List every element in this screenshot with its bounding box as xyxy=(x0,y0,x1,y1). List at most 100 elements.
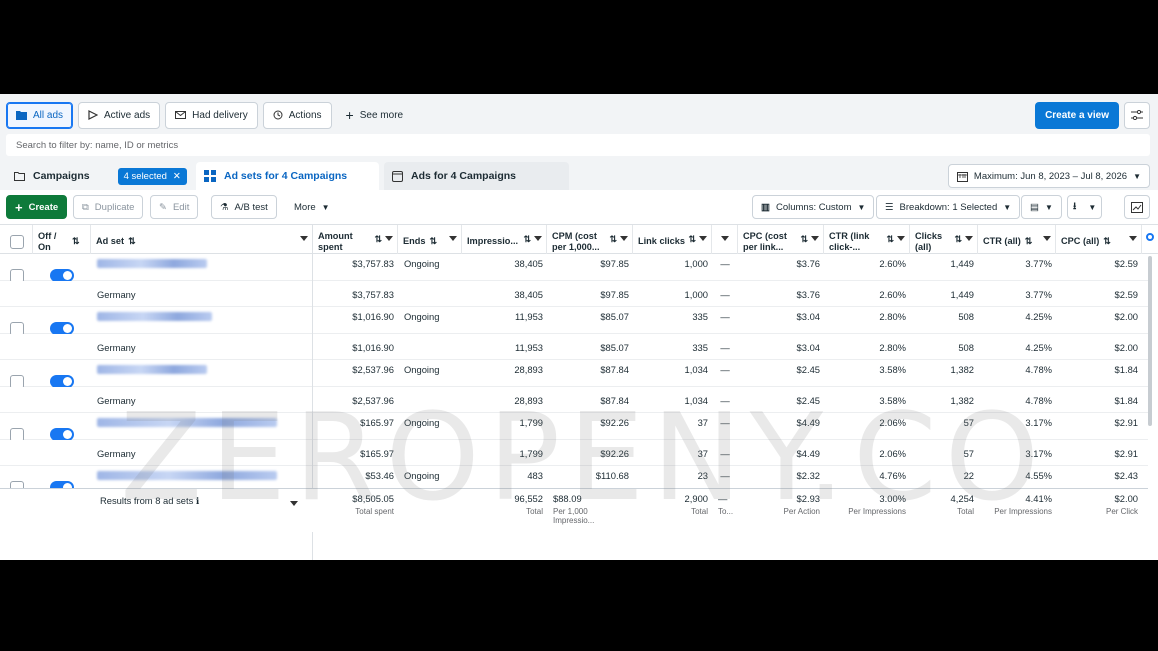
col-amount-spent-label: Amount spent xyxy=(318,230,353,252)
search-input[interactable]: Search to filter by: name, ID or metrics xyxy=(6,134,1150,156)
create-button[interactable]: + Create xyxy=(6,195,68,219)
redacted-adset-name[interactable] xyxy=(97,311,212,321)
col-cpc-all[interactable]: CPC (all) ⇅ xyxy=(1056,225,1142,254)
col-amount-spent[interactable]: Amount spent ⇅ xyxy=(313,225,398,254)
plus-icon: + xyxy=(345,107,354,123)
adset-name-cell[interactable] xyxy=(97,254,207,272)
tab-adsets-label: Ad sets for 4 Campaigns xyxy=(224,170,348,182)
duplicate-button[interactable]: ⧉ Duplicate xyxy=(73,195,144,219)
col-cpc-link[interactable]: CPC (cost per link... ⇅ xyxy=(738,225,824,254)
see-more-button[interactable]: + See more xyxy=(337,102,413,129)
cell-impr: 28,893 xyxy=(514,363,543,375)
delivery-toggle[interactable] xyxy=(50,322,74,335)
cell-ctr-link: 3.58% xyxy=(879,363,906,375)
delivery-toggle[interactable] xyxy=(50,428,74,441)
select-all-checkbox[interactable] xyxy=(9,234,24,249)
total-ctr-link-label: Per Impressions xyxy=(848,507,906,516)
total-clicks: 4,254 Total xyxy=(910,493,974,516)
chevron-down-icon[interactable] xyxy=(290,501,298,506)
adset-name-cell[interactable] xyxy=(97,360,207,378)
active-ads-button[interactable]: Active ads xyxy=(78,101,161,129)
breakdown-button[interactable]: ☰ Breakdown: 1 Selected ▼ xyxy=(876,195,1021,219)
table-row[interactable]: $1,016.90 Ongoing 11,953 $85.07 335 — $3.04 2.8… xyxy=(0,307,1148,336)
table-row[interactable]: $2,537.96 Ongoing 28,893 $87.84 1,034 — $2.45 3… xyxy=(0,360,1148,389)
add-column-icon[interactable] xyxy=(1146,233,1154,241)
selected-chip[interactable]: 4 selected ✕ xyxy=(117,167,187,185)
cell-dash: — xyxy=(720,469,730,481)
breakdown-row: Germany $1,016.90 11,953 $85.07 335 — $3.04 2.8… xyxy=(0,334,1148,360)
info-icon[interactable]: ℹ xyxy=(195,496,200,506)
sort-icon: ⇅ xyxy=(523,234,531,244)
cell-link: 1,034 xyxy=(684,395,708,406)
sort-icon: ⇅ xyxy=(374,234,382,244)
chevron-down-icon xyxy=(699,236,707,241)
total-amount: $8,505.05 Total spent xyxy=(313,493,394,516)
more-button[interactable]: More ▼ xyxy=(286,195,338,219)
col-impressions[interactable]: Impressio... ⇅ xyxy=(462,225,547,254)
vertical-scrollbar[interactable] xyxy=(1148,256,1152,426)
col-ctr-all[interactable]: CTR (all) ⇅ xyxy=(978,225,1056,254)
redacted-adset-name[interactable] xyxy=(97,470,277,480)
had-delivery-button[interactable]: Had delivery xyxy=(165,101,258,129)
cell-amount: $2,537.96 xyxy=(352,395,394,406)
cell-cpm: $97.85 xyxy=(600,289,629,300)
cell-cpc-all: $2.59 xyxy=(1114,289,1138,300)
flask-icon: ⚗ xyxy=(220,201,229,213)
adset-name-cell[interactable] xyxy=(97,466,277,484)
table-row[interactable]: $3,757.83 Ongoing 38,405 $97.85 1,000 — $3.76 2… xyxy=(0,254,1148,283)
tab-adsets[interactable]: Ad sets for 4 Campaigns xyxy=(196,162,379,190)
col-cpm[interactable]: CPM (cost per 1,000... ⇅ xyxy=(547,225,633,254)
cell-link: 1,000 xyxy=(684,289,708,300)
history-icon xyxy=(273,110,283,120)
total-cpm-value: $88.09 xyxy=(553,493,582,504)
table-row[interactable]: $165.97 Ongoing 1,799 $92.26 37 — $4.49 2.06% 57… xyxy=(0,413,1148,442)
close-icon[interactable]: ✕ xyxy=(172,170,181,182)
sort-icon: ⇅ xyxy=(800,234,808,244)
create-view-button[interactable]: Create a view xyxy=(1035,101,1119,129)
pencil-icon: ✎ xyxy=(159,201,167,213)
charts-button[interactable] xyxy=(1124,195,1150,219)
edit-button[interactable]: ✎ Edit xyxy=(150,195,199,219)
col-ends[interactable]: Ends ⇅ xyxy=(398,225,462,254)
col-link-clicks-label: Link clicks xyxy=(638,236,685,246)
col-clicks-all[interactable]: Clicks (all) ⇅ xyxy=(910,225,978,254)
delivery-toggle[interactable] xyxy=(50,375,74,388)
tab-campaigns[interactable]: Campaigns 4 selected ✕ xyxy=(6,162,191,190)
redacted-adset-name[interactable] xyxy=(97,364,207,374)
cell-ctr-all: 3.17% xyxy=(1025,416,1052,428)
adset-name-cell[interactable] xyxy=(97,413,277,431)
date-range-picker[interactable]: Maximum: Jun 8, 2023 – Jul 8, 2026 ▼ xyxy=(947,164,1150,188)
actions-button[interactable]: Actions xyxy=(262,101,332,129)
cell-ctr-all: 4.78% xyxy=(1025,363,1052,375)
chevron-down-icon xyxy=(897,236,905,241)
breakdown-label: Germany xyxy=(97,448,136,459)
row-toggle-cell xyxy=(50,262,74,289)
total-dash-value: — xyxy=(718,493,728,504)
col-off-on[interactable]: Off / On ⇅ xyxy=(33,225,91,254)
all-ads-button[interactable]: All ads xyxy=(6,101,74,129)
tab-ads-label: Ads for 4 Campaigns xyxy=(411,170,517,182)
ab-test-button[interactable]: ⚗ A/B test xyxy=(211,195,277,219)
folder-icon xyxy=(14,172,25,181)
tab-ads[interactable]: Ads for 4 Campaigns xyxy=(384,162,569,190)
col-link-clicks[interactable]: Link clicks ⇅ xyxy=(633,225,712,254)
cell-ctr-all: 4.55% xyxy=(1025,469,1052,481)
create-label: Create xyxy=(28,201,59,213)
cell-amount: $2,537.96 xyxy=(352,363,394,375)
col-ctr-link[interactable]: CTR (link click-... ⇅ xyxy=(824,225,910,254)
columns-icon: ▥ xyxy=(761,201,770,213)
redacted-adset-name[interactable] xyxy=(97,258,207,268)
settings-sliders-button[interactable] xyxy=(1124,101,1150,129)
col-ad-set[interactable]: Ad set ⇅ xyxy=(91,225,313,254)
adset-name-cell[interactable] xyxy=(97,307,212,325)
sort-icon: ⇅ xyxy=(688,234,696,244)
export-button[interactable]: ⭳ ▼ xyxy=(1067,195,1103,219)
columns-button[interactable]: ▥ Columns: Custom ▼ xyxy=(752,195,875,219)
reports-button[interactable]: ▤ ▼ xyxy=(1021,195,1062,219)
total-cpc-all: $2.00 Per Click xyxy=(1056,493,1138,516)
redacted-adset-name[interactable] xyxy=(97,417,277,427)
delivery-toggle[interactable] xyxy=(50,269,74,282)
col-hidden[interactable] xyxy=(712,225,738,254)
cell-cpc-link: $2.45 xyxy=(796,395,820,406)
adsets-table: Off / On ⇅ Ad set ⇅ Amount spent ⇅ Ends … xyxy=(0,224,1158,560)
